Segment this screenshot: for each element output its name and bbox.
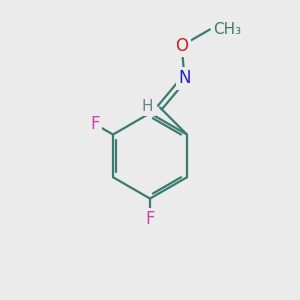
Text: O: O (175, 37, 188, 55)
Text: F: F (90, 115, 100, 133)
Text: CH₃: CH₃ (213, 22, 242, 37)
Text: N: N (178, 69, 191, 87)
Text: H: H (142, 98, 153, 113)
Text: F: F (145, 210, 155, 228)
